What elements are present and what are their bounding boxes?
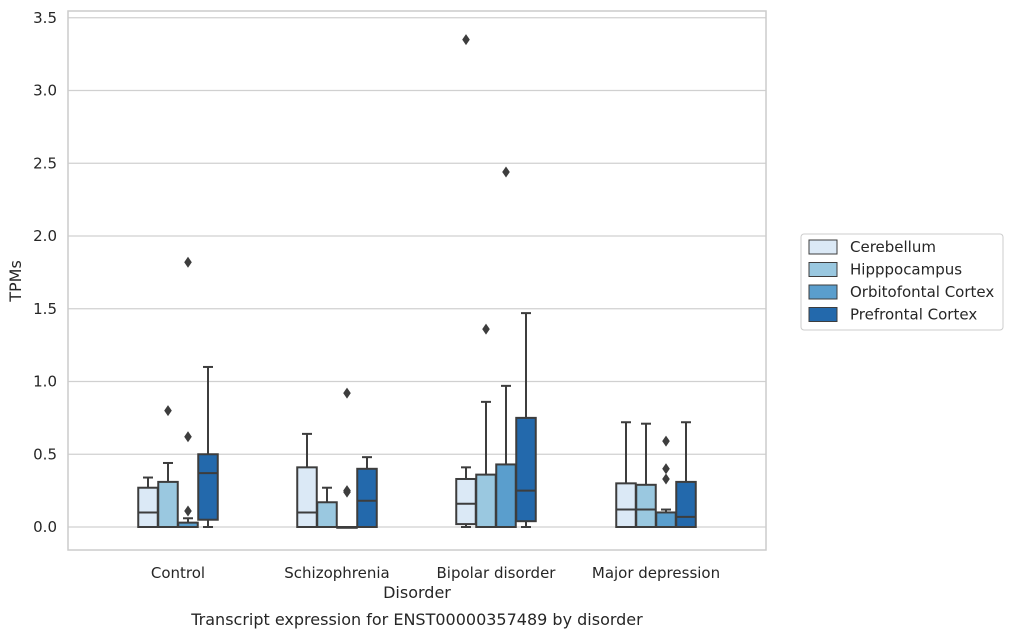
box-1-3 (635, 422, 657, 528)
y-axis-label: TPMs (6, 260, 25, 303)
y-tick-label: 3.0 (33, 82, 57, 100)
box-3-1 (356, 456, 378, 528)
boxes (137, 34, 697, 529)
legend-swatch (808, 262, 838, 277)
box-body (495, 463, 517, 528)
box-body (475, 473, 497, 528)
x-tick-labels: Control Schizophrenia Bipolar disorder Majo… (151, 564, 720, 582)
box-body (635, 483, 657, 528)
x-tick-label: Bipolar disorder (437, 564, 557, 582)
box-2-0 (177, 256, 199, 529)
flier-point (662, 435, 670, 447)
y-tick-label: 1.0 (33, 373, 57, 391)
box-3-3 (675, 421, 697, 528)
x-tick-label: Control (151, 564, 205, 582)
legend-label: Hipppocampus (850, 261, 962, 279)
legend-frame (800, 233, 1004, 331)
plot-frame (67, 10, 767, 551)
y-tick-label: 0.0 (33, 518, 57, 536)
flier-point (662, 463, 670, 475)
box-1-0 (157, 405, 179, 528)
legend-swatch (808, 284, 838, 300)
box-body (157, 480, 179, 528)
legend-label: Orbitofontal Cortex (850, 283, 994, 301)
y-tick-label: 2.0 (33, 227, 57, 245)
y-tick-labels: 0.0 0.5 1.0 1.5 2.0 2.5 3.0 3.5 (33, 9, 57, 536)
flier-point (482, 323, 490, 335)
x-tick-label: Major depression (592, 564, 720, 582)
box-body (455, 477, 477, 526)
box-body (356, 467, 378, 528)
box-body (675, 480, 697, 528)
box-body (515, 416, 537, 523)
x-tick-label: Schizophrenia (284, 564, 389, 582)
chart-title: Transcript expression for ENST0000035748… (190, 610, 643, 629)
flier-point (343, 485, 351, 497)
box-0-2 (455, 34, 477, 528)
box-0-1 (296, 432, 318, 528)
flier-point (184, 505, 192, 517)
y-tick-label: 0.5 (33, 445, 57, 463)
legend-label: Prefrontal Cortex (850, 306, 977, 324)
flier-point (184, 256, 192, 268)
box-2-2 (495, 166, 517, 528)
box-body (197, 453, 219, 521)
legend: Cerebellum Hipppocampus Orbitofontal Corte… (800, 233, 1004, 331)
box-1-1 (316, 486, 338, 529)
legend-label: Cerebellum (850, 238, 936, 256)
box-1-2 (475, 323, 497, 528)
flier-point (343, 387, 351, 399)
box-body (296, 466, 318, 528)
legend-swatch (808, 307, 838, 322)
box-body (137, 486, 159, 528)
box-body (316, 501, 338, 529)
box-2-3 (655, 435, 677, 529)
y-tick-label: 3.5 (33, 9, 57, 27)
flier-point (164, 405, 172, 417)
x-axis-label: Disorder (383, 583, 451, 602)
y-tick-label: 2.5 (33, 154, 57, 172)
grid (68, 17, 766, 528)
box-2-1 (336, 387, 358, 529)
flier-point (462, 34, 470, 46)
legend-swatch (808, 239, 838, 255)
box-0-3 (615, 421, 637, 529)
flier-point (184, 431, 192, 443)
box-3-0 (197, 365, 219, 528)
box-3-2 (515, 312, 537, 528)
y-tick-label: 1.5 (33, 300, 57, 318)
box-body (655, 511, 677, 529)
flier-point (502, 166, 510, 178)
flier-point (662, 473, 670, 485)
box-body (615, 482, 637, 529)
box-0-0 (137, 476, 159, 528)
